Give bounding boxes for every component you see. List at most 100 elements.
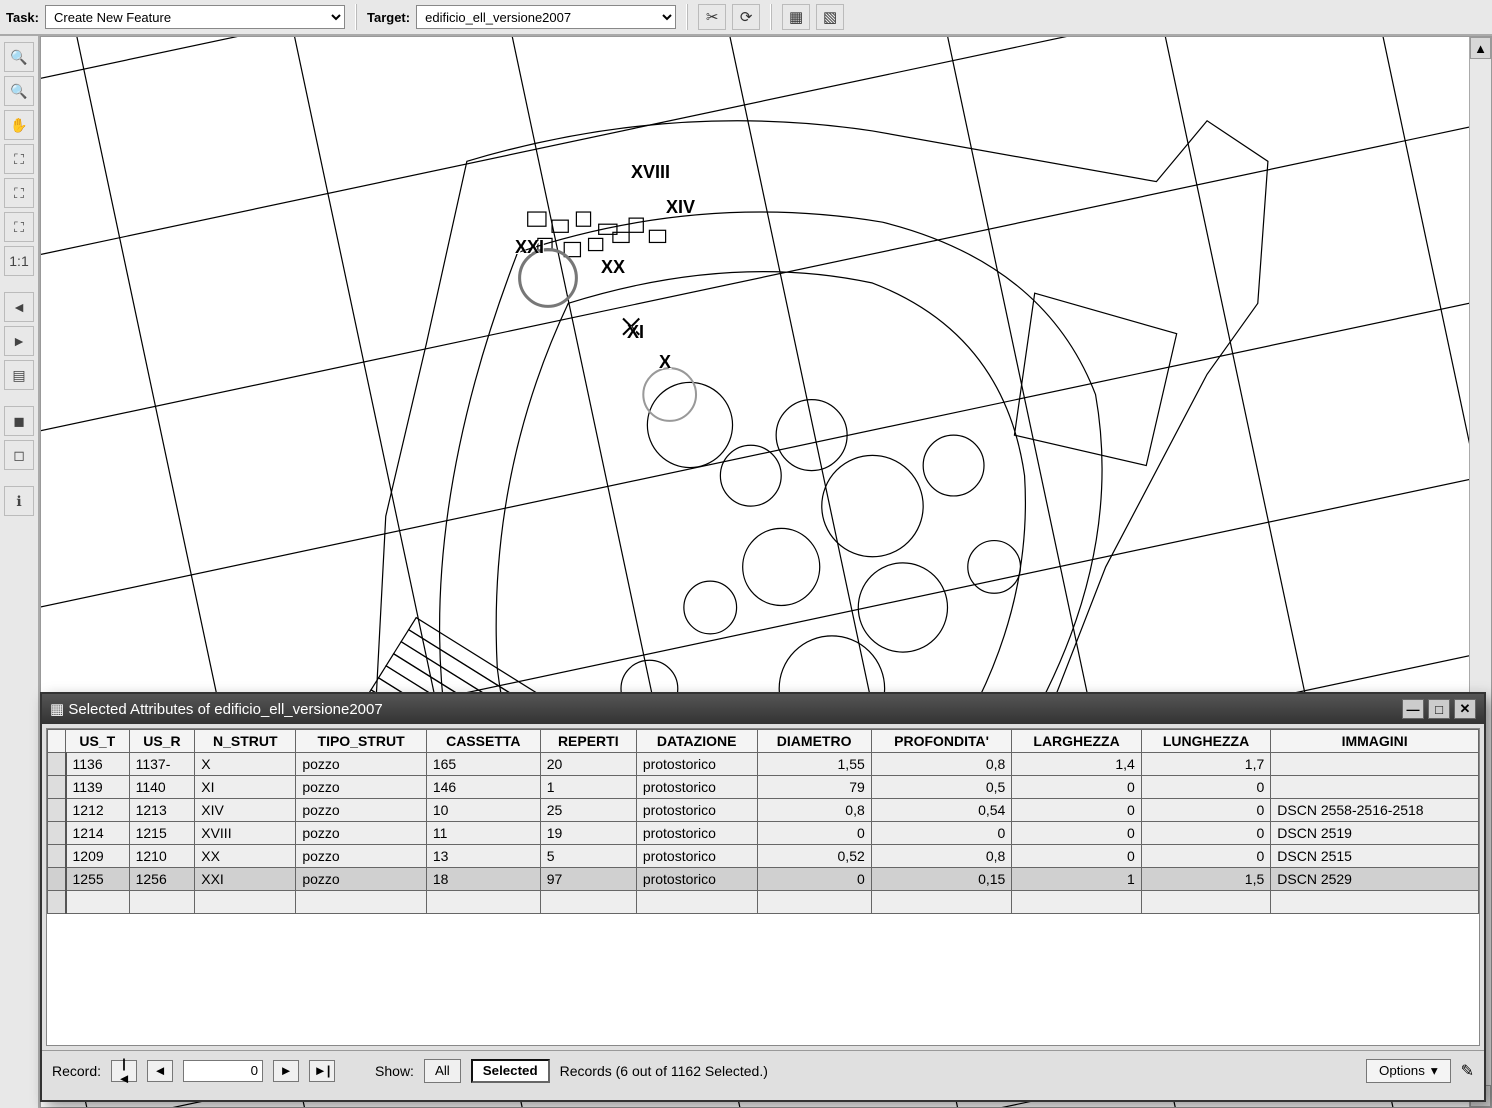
table-cell[interactable]: 1215 — [129, 822, 195, 845]
attributes-icon[interactable]: ▦ — [782, 4, 810, 30]
table-cell[interactable] — [48, 868, 66, 891]
table-row[interactable]: 12121213XIVpozzo1025protostorico0,80,540… — [48, 799, 1479, 822]
table-cell[interactable]: 1213 — [129, 799, 195, 822]
table-cell[interactable]: protostorico — [636, 868, 757, 891]
table-row[interactable]: 12091210XXpozzo135protostorico0,520,800D… — [48, 845, 1479, 868]
bookmark-icon[interactable]: ▤ — [4, 360, 34, 390]
table-cell[interactable]: 1,5 — [1141, 868, 1270, 891]
scroll-up-icon[interactable]: ▲ — [1470, 37, 1491, 59]
col-immagini[interactable]: IMMAGINI — [1271, 730, 1479, 753]
attributes-table-wrap[interactable]: US_T US_R N_STRUT TIPO_STRUT CASSETTA RE… — [46, 728, 1480, 1046]
table-cell[interactable]: 1139 — [66, 776, 130, 799]
table-cell[interactable]: 1137- — [129, 753, 195, 776]
cut-tool-icon[interactable]: ✂ — [698, 4, 726, 30]
table-cell[interactable] — [48, 799, 66, 822]
table-cell[interactable]: 1,7 — [1141, 753, 1270, 776]
table-cell[interactable]: 0,8 — [757, 799, 871, 822]
table-cell[interactable] — [48, 776, 66, 799]
table-cell[interactable]: 0 — [1141, 845, 1270, 868]
show-all-button[interactable]: All — [424, 1059, 461, 1083]
table-cell[interactable]: DSCN 2519 — [1271, 822, 1479, 845]
table-cell[interactable]: 1255 — [66, 868, 130, 891]
table-cell[interactable]: pozzo — [296, 822, 427, 845]
select-icon[interactable]: ◼ — [4, 406, 34, 436]
table-cell[interactable]: 13 — [426, 845, 540, 868]
table-cell[interactable]: 1256 — [129, 868, 195, 891]
table-row[interactable]: 12141215XVIIIpozzo1119protostorico0000DS… — [48, 822, 1479, 845]
table-cell[interactable] — [48, 822, 66, 845]
edit-icon[interactable]: ✎ — [1461, 1061, 1474, 1081]
first-record-button[interactable]: |◄ — [111, 1060, 137, 1082]
full-extent-icon[interactable]: ⛶ — [4, 144, 34, 174]
table-cell[interactable]: 0,15 — [871, 868, 1012, 891]
table-cell[interactable]: XX — [195, 845, 296, 868]
table-cell[interactable]: 0,52 — [757, 845, 871, 868]
table-cell[interactable]: 1,4 — [1012, 753, 1141, 776]
table-cell[interactable]: pozzo — [296, 845, 427, 868]
col-diametro[interactable]: DIAMETRO — [757, 730, 871, 753]
back-extent-icon[interactable]: ◄ — [4, 292, 34, 322]
table-cell[interactable] — [1271, 753, 1479, 776]
col-cassetta[interactable]: CASSETTA — [426, 730, 540, 753]
table-cell[interactable]: 0 — [1141, 799, 1270, 822]
table-cell[interactable]: 20 — [540, 753, 636, 776]
table-cell[interactable]: DSCN 2529 — [1271, 868, 1479, 891]
table-cell[interactable]: 0,8 — [871, 845, 1012, 868]
table-cell[interactable]: 0 — [1141, 822, 1270, 845]
table-cell[interactable]: protostorico — [636, 753, 757, 776]
options-button[interactable]: Options ▾ — [1366, 1059, 1451, 1083]
table-cell[interactable]: protostorico — [636, 799, 757, 822]
table-cell[interactable]: 1 — [1012, 868, 1141, 891]
col-us_r[interactable]: US_R — [129, 730, 195, 753]
table-cell[interactable] — [48, 753, 66, 776]
table-cell[interactable]: protostorico — [636, 822, 757, 845]
table-cell[interactable]: 11 — [426, 822, 540, 845]
zoom-layer-icon[interactable]: ⛶ — [4, 212, 34, 242]
col-lunghezza[interactable]: LUNGHEZZA — [1141, 730, 1270, 753]
table-cell[interactable]: DSCN 2558-2516-2518 — [1271, 799, 1479, 822]
table-cell[interactable]: pozzo — [296, 799, 427, 822]
table-cell[interactable]: pozzo — [296, 776, 427, 799]
table-cell[interactable]: 79 — [757, 776, 871, 799]
record-number-input[interactable] — [183, 1060, 263, 1082]
table-cell[interactable] — [48, 845, 66, 868]
zoom-in-icon[interactable]: 🔍 — [4, 42, 34, 72]
col-larghezza[interactable]: LARGHEZZA — [1012, 730, 1141, 753]
last-record-button[interactable]: ►| — [309, 1060, 335, 1082]
table-cell[interactable]: 0,5 — [871, 776, 1012, 799]
table-cell[interactable]: 0,54 — [871, 799, 1012, 822]
maximize-button[interactable]: □ — [1428, 699, 1450, 719]
show-selected-button[interactable]: Selected — [471, 1059, 550, 1083]
pan-icon[interactable]: ✋ — [4, 110, 34, 140]
table-cell[interactable]: pozzo — [296, 753, 427, 776]
table-cell[interactable]: 0 — [1012, 822, 1141, 845]
table-cell[interactable]: 1210 — [129, 845, 195, 868]
table-cell[interactable]: 165 — [426, 753, 540, 776]
table-cell[interactable]: 5 — [540, 845, 636, 868]
table-cell[interactable]: 146 — [426, 776, 540, 799]
col-datazione[interactable]: DATAZIONE — [636, 730, 757, 753]
table-cell[interactable]: 0 — [1012, 845, 1141, 868]
table-cell[interactable]: XXI — [195, 868, 296, 891]
image-icon[interactable]: ▧ — [816, 4, 844, 30]
table-cell[interactable]: protostorico — [636, 776, 757, 799]
col-reperti[interactable]: REPERTI — [540, 730, 636, 753]
table-cell[interactable]: 1140 — [129, 776, 195, 799]
task-dropdown[interactable]: Create New Feature — [45, 5, 345, 29]
table-cell[interactable]: protostorico — [636, 845, 757, 868]
table-cell[interactable]: 25 — [540, 799, 636, 822]
col-us_t[interactable]: US_T — [66, 730, 130, 753]
table-cell[interactable]: pozzo — [296, 868, 427, 891]
table-cell[interactable]: XI — [195, 776, 296, 799]
zoom-out-icon[interactable]: 🔍 — [4, 76, 34, 106]
rotate-tool-icon[interactable]: ⟳ — [732, 4, 760, 30]
table-cell[interactable]: XVIII — [195, 822, 296, 845]
close-button[interactable]: ✕ — [1454, 699, 1476, 719]
table-cell[interactable]: DSCN 2515 — [1271, 845, 1479, 868]
prev-record-button[interactable]: ◄ — [147, 1060, 173, 1082]
col-profondita[interactable]: PROFONDITA' — [871, 730, 1012, 753]
table-cell[interactable]: 0 — [757, 822, 871, 845]
table-cell[interactable]: 0 — [871, 822, 1012, 845]
table-cell[interactable]: 1,55 — [757, 753, 871, 776]
table-cell[interactable]: 0 — [757, 868, 871, 891]
